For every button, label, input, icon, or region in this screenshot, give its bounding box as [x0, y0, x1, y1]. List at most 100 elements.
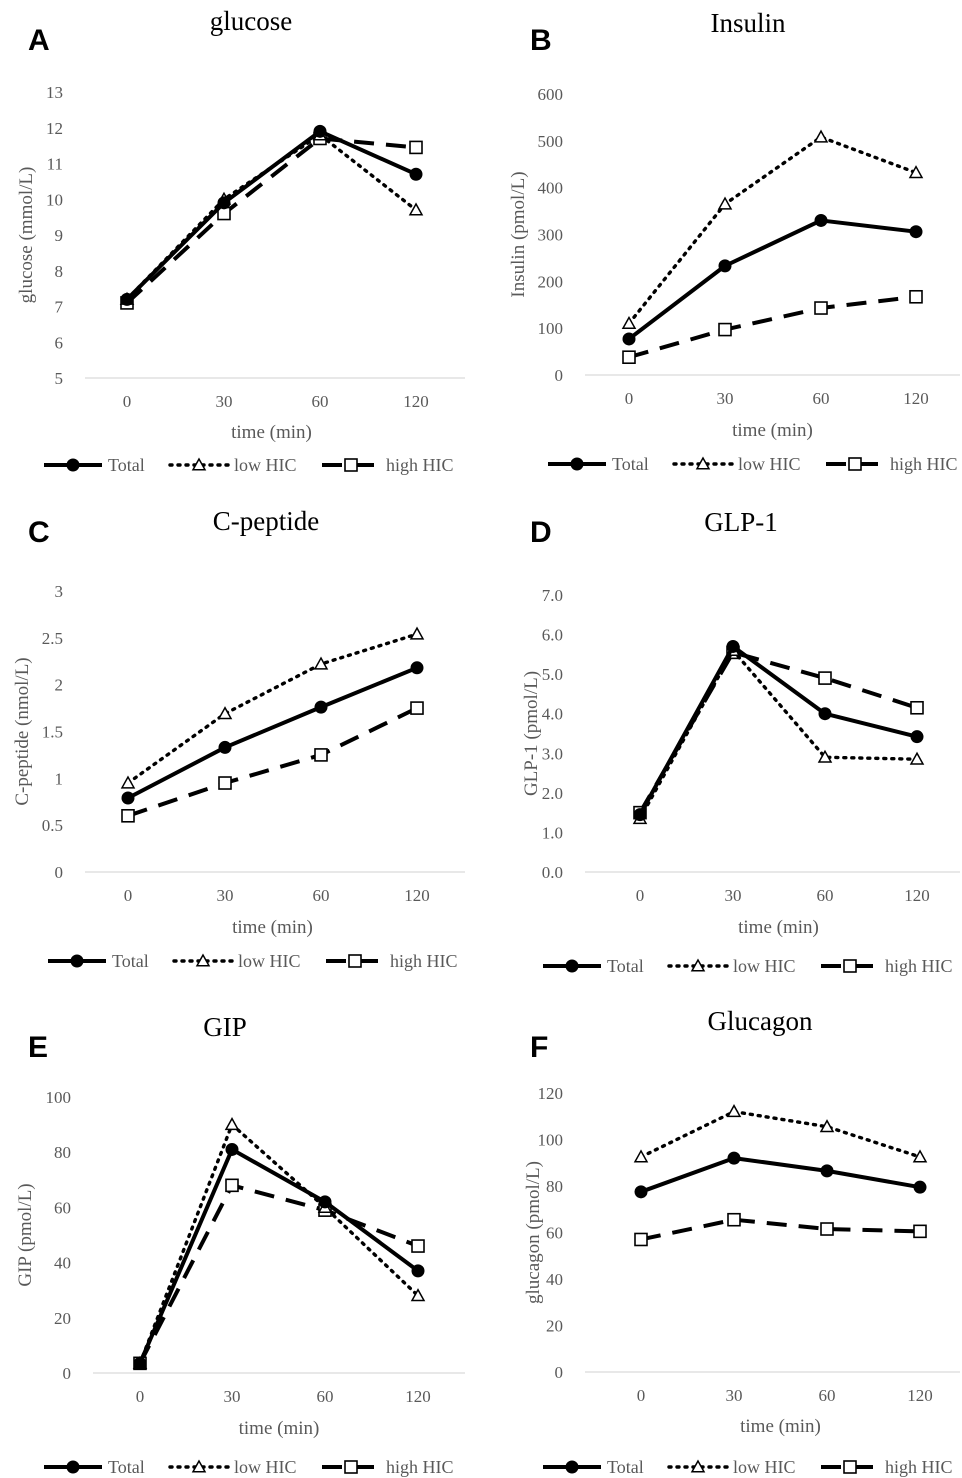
legend: Total low HIC high HIC — [48, 951, 458, 971]
y-tick-label: 10 — [46, 190, 63, 209]
data-point — [634, 1185, 648, 1199]
data-point — [411, 1264, 425, 1278]
data-point — [410, 661, 424, 675]
data-point — [633, 808, 647, 822]
legend-marker — [344, 1460, 358, 1474]
series-total — [120, 124, 423, 306]
data-point — [818, 707, 832, 721]
x-tick-label: 30 — [725, 886, 742, 905]
x-axis-title: time (min) — [232, 917, 313, 938]
data-point — [717, 196, 733, 210]
data-point — [408, 202, 424, 216]
legend-label: low HIC — [238, 951, 301, 971]
legend-marker — [66, 1460, 80, 1474]
legend-marker — [690, 958, 706, 972]
data-point — [634, 1232, 648, 1247]
y-tick-label: 0 — [63, 1364, 72, 1383]
data-point — [913, 1224, 927, 1239]
legend: Total low HIC high HIC — [44, 1457, 454, 1477]
legend-label: Total — [612, 454, 649, 474]
y-axis-title: GIP (pmol/L) — [15, 1183, 36, 1286]
x-tick-label: 120 — [403, 392, 429, 411]
series-low-hic — [632, 642, 925, 825]
x-tick-label: 0 — [136, 1387, 145, 1406]
series-high-hic — [121, 701, 424, 823]
data-point — [718, 322, 732, 337]
legend-label: Total — [607, 1457, 644, 1477]
y-tick-label: 12 — [46, 119, 63, 138]
data-point — [814, 301, 828, 315]
y-tick-label: 20 — [54, 1309, 71, 1328]
series-total — [634, 1151, 927, 1199]
y-tick-label: 40 — [546, 1270, 563, 1289]
data-point — [909, 751, 925, 765]
data-point — [622, 332, 636, 346]
x-axis-title: time (min) — [738, 917, 819, 938]
x-tick-label: 0 — [123, 392, 132, 411]
series-line — [127, 706, 418, 818]
legend-label: high HIC — [885, 956, 953, 976]
legend-label: high HIC — [386, 1457, 454, 1477]
series-total — [121, 661, 424, 805]
x-tick-label: 120 — [904, 886, 930, 905]
data-point — [726, 639, 740, 653]
x-tick-label: 60 — [313, 886, 330, 905]
series-total — [133, 1142, 425, 1370]
data-point — [224, 1117, 240, 1131]
y-tick-label: 100 — [46, 1088, 72, 1107]
chart-panel-d: D GLP-1 0.0 1.0 2.0 3.0 4.0 5.0 6.0 7.0 0 30 60 120 ti… — [521, 507, 960, 976]
y-tick-label: 1.5 — [42, 723, 63, 742]
data-point — [314, 700, 328, 714]
series-low-hic — [621, 129, 924, 330]
x-tick-label: 60 — [317, 1387, 334, 1406]
y-tick-label: 13 — [46, 83, 63, 102]
data-point — [218, 776, 232, 790]
y-tick-label: 40 — [54, 1254, 71, 1273]
y-tick-label: 9 — [55, 226, 64, 245]
y-tick-label: 0.5 — [42, 816, 63, 835]
data-point — [120, 292, 134, 306]
series-high-hic — [634, 1212, 927, 1247]
legend-marker — [843, 1460, 857, 1474]
chart-title: glucose — [210, 6, 292, 36]
legend-label: low HIC — [733, 1457, 796, 1477]
legend-label: low HIC — [234, 455, 297, 475]
y-tick-label: 3 — [55, 582, 64, 601]
data-point — [817, 749, 833, 763]
series-low-hic — [633, 1104, 928, 1163]
y-tick-label: 3.0 — [542, 744, 563, 763]
x-tick-label: 120 — [907, 1386, 933, 1405]
y-axis-title: GLP-1 (pmol/L) — [521, 671, 542, 796]
series-line — [640, 1156, 921, 1194]
data-point — [718, 259, 732, 273]
data-point — [314, 748, 328, 762]
x-tick-label: 0 — [637, 1386, 646, 1405]
legend: Total low HIC high HIC — [548, 454, 958, 474]
data-point — [621, 315, 637, 330]
data-point — [121, 808, 135, 823]
legend: Total low HIC high HIC — [44, 455, 454, 475]
series-line — [125, 136, 417, 305]
data-point — [814, 213, 828, 227]
series-line — [627, 135, 918, 326]
series-line — [125, 133, 418, 302]
legend-label: Total — [108, 455, 145, 475]
y-tick-label: 0.0 — [542, 863, 563, 882]
legend-marker — [843, 959, 857, 973]
data-point — [633, 1149, 649, 1163]
y-tick-label: 6.0 — [542, 626, 563, 645]
x-tick-label: 60 — [312, 392, 329, 411]
data-point — [727, 1151, 741, 1165]
y-tick-label: 200 — [538, 272, 564, 291]
y-tick-label: 2 — [55, 676, 64, 695]
data-point — [820, 1164, 834, 1178]
y-tick-label: 6 — [55, 333, 64, 352]
legend-marker — [344, 458, 358, 472]
series-line — [640, 1217, 921, 1242]
y-tick-label: 80 — [546, 1177, 563, 1196]
legend-label: Total — [112, 951, 149, 971]
data-point — [910, 730, 924, 744]
y-tick-label: 1 — [55, 769, 64, 788]
legend-marker — [570, 457, 584, 471]
